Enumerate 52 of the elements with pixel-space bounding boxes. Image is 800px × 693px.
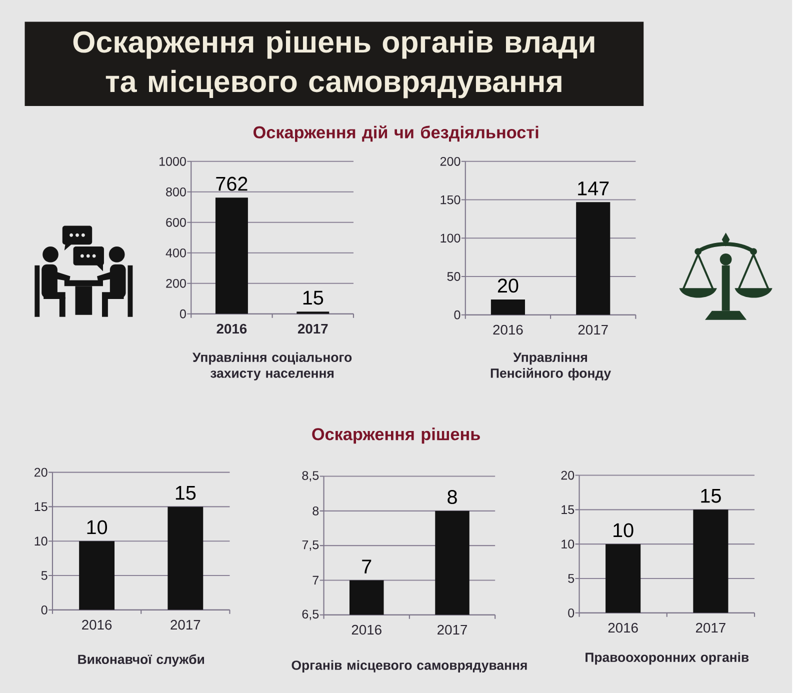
y-tick-label: 200 [440,156,460,166]
x-axis-title: Правоохоронних органів [586,652,749,665]
x-tick-label: 2016 [352,624,382,635]
text: Оскарження рішень [312,428,480,444]
y-tick-label: 150 [440,195,460,204]
y-tick-label: 50 [447,272,460,281]
x-axis-title: Управління соціального захисту населення [192,352,352,380]
data-label: 15 [176,486,196,500]
y-tick-label: 0 [41,605,48,614]
y-tick-label: 15 [562,505,574,514]
text: Оскарження дій чи бездіяльності [253,125,538,142]
y-tick-label: 15 [34,502,48,512]
text: Оскарження рішень органів влади та місцевого самоврядування [73,30,594,98]
y-tick-label: 7 [312,576,319,584]
x-tick-label: 2016 [216,324,247,334]
data-label: 20 [498,278,518,293]
x-tick-label: 2017 [170,620,200,630]
y-tick-label: 20 [561,470,574,480]
x-tick-label: 2017 [696,622,726,633]
x-tick-label: 2017 [298,324,328,334]
y-tick-label: 7,5 [302,540,319,551]
y-tick-label: 800 [166,187,186,196]
x-tick-label: 2017 [438,624,467,635]
x-tick-label: 2016 [82,620,112,630]
y-tick-label: 1000 [159,156,186,166]
x-axis-title: Управління Пенсійного фонду [490,352,612,380]
y-tick-label: 0 [180,309,186,318]
y-tick-label: 10 [562,540,574,548]
x-tick-label: 2017 [578,324,608,335]
x-axis-title: Органів місцевого самоврядування [292,660,527,672]
y-tick-label: 600 [166,218,186,227]
x-axis-title: Виконавчої служби [78,654,204,667]
y-tick-label: 10 [34,536,48,546]
data-label: 15 [701,488,721,503]
y-tick-label: 0 [568,608,574,618]
y-tick-label: 0 [454,310,460,320]
y-tick-label: 8,5 [302,471,319,482]
data-label: 10 [614,523,634,538]
y-tick-label: 6,5 [302,610,319,620]
y-tick-label: 5 [41,571,48,580]
x-tick-label: 2016 [608,622,638,633]
y-tick-label: 8 [312,506,319,516]
y-tick-label: 100 [440,234,460,243]
data-label: 147 [578,182,609,196]
y-tick-label: 5 [568,574,574,583]
data-label: 762 [216,176,248,191]
x-tick-label: 2016 [493,324,523,335]
data-label: 7 [362,560,372,574]
y-tick-label: 200 [166,278,186,288]
data-label: 10 [87,520,108,534]
y-tick-label: 20 [34,468,48,477]
y-tick-label: 400 [166,248,186,258]
